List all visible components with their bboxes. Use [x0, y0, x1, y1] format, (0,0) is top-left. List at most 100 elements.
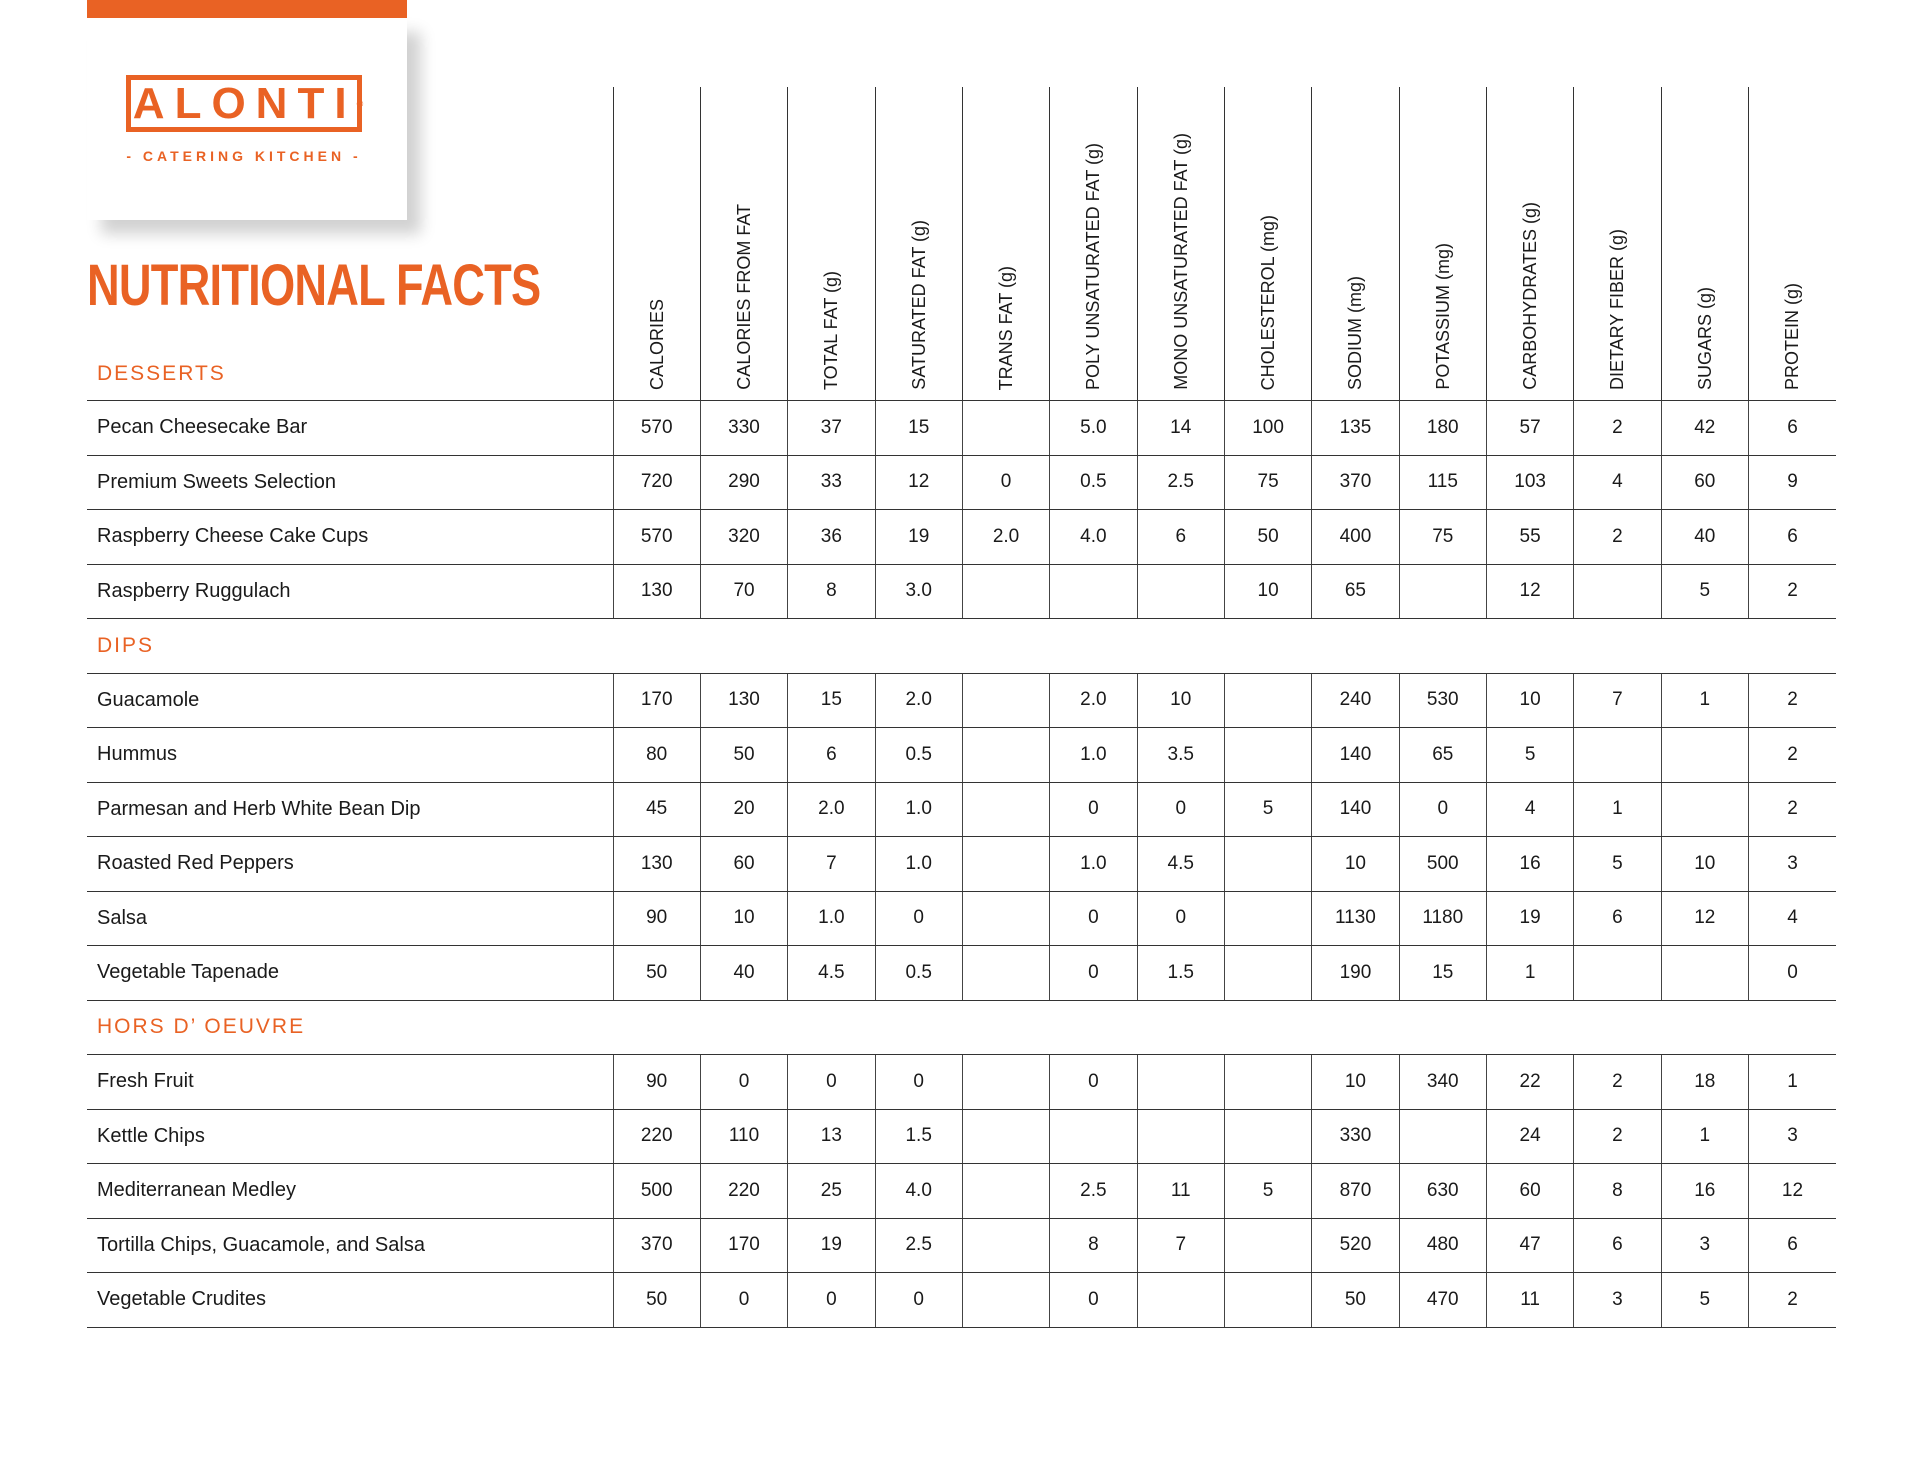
cell-value — [1573, 727, 1662, 783]
cell-value: 25 — [787, 1163, 876, 1219]
cell-value — [961, 563, 1050, 619]
first-section-header: DESSERTS — [87, 87, 613, 401]
column-header-label: TRANS FAT (g) — [996, 265, 1017, 390]
cell-value: 75 — [1223, 454, 1312, 510]
cell-value: 40 — [699, 945, 788, 1001]
cell-value: 330 — [699, 400, 788, 456]
logo-card: ALONTI ® - CATERING KITCHEN - — [87, 18, 407, 220]
column-header: CALORIES FROM FAT — [699, 87, 788, 401]
item-name: Pecan Cheesecake Bar — [87, 400, 613, 456]
cell-value — [1223, 890, 1312, 946]
cell-value: 5 — [1223, 781, 1312, 837]
cell-value — [961, 781, 1050, 837]
table-row: Premium Sweets Selection 720 290 33 12 0 0.5 2.… — [87, 454, 1836, 510]
cell-value: 630 — [1398, 1163, 1487, 1219]
cell-value: 10 — [1223, 563, 1312, 619]
item-name: Premium Sweets Selection — [87, 454, 613, 510]
cell-value: 12 — [874, 454, 963, 510]
cell-value — [961, 1217, 1050, 1273]
cell-value: 135 — [1311, 400, 1400, 456]
cell-value — [1573, 945, 1662, 1001]
column-header: TOTAL FAT (g) — [787, 87, 876, 401]
cell-value: 530 — [1398, 672, 1487, 728]
cell-value: 1180 — [1398, 890, 1487, 946]
cell-value: 2 — [1747, 563, 1836, 619]
cell-value: 50 — [612, 1272, 701, 1328]
cell-value — [1398, 563, 1487, 619]
cell-value — [961, 1108, 1050, 1164]
cell-value: 3.5 — [1136, 727, 1225, 783]
cell-value: 3.0 — [874, 563, 963, 619]
cell-value: 2 — [1573, 1108, 1662, 1164]
table-row: Raspberry Cheese Cake Cups 570 320 36 19 2.0 4… — [87, 509, 1836, 565]
cell-value: 130 — [612, 563, 701, 619]
cell-value: 6 — [1136, 509, 1225, 565]
cell-value: 0 — [874, 1272, 963, 1328]
cell-value: 65 — [1311, 563, 1400, 619]
cell-value: 10 — [1485, 672, 1574, 728]
cell-value — [961, 727, 1050, 783]
column-header-label: TOTAL FAT (g) — [821, 270, 842, 390]
cell-value: 103 — [1485, 454, 1574, 510]
item-name: Kettle Chips — [87, 1108, 613, 1164]
cell-value: 0.5 — [874, 945, 963, 1001]
cell-value: 1.0 — [874, 781, 963, 837]
cell-value: 2.0 — [961, 509, 1050, 565]
cell-value: 1 — [1573, 781, 1662, 837]
cell-value — [961, 945, 1050, 1001]
column-header-label: PROTEIN (g) — [1782, 282, 1803, 390]
cell-value: 3 — [1747, 836, 1836, 892]
column-header: TRANS FAT (g) — [961, 87, 1050, 401]
cell-value: 60 — [699, 836, 788, 892]
item-name: Vegetable Tapenade — [87, 945, 613, 1001]
item-name: Guacamole — [87, 672, 613, 728]
column-header: POTASSIUM (mg) — [1398, 87, 1487, 401]
column-header: SUGARS (g) — [1660, 87, 1749, 401]
item-name: Salsa — [87, 890, 613, 946]
cell-value: 24 — [1485, 1108, 1574, 1164]
cell-value — [961, 1054, 1050, 1110]
cell-value: 130 — [699, 672, 788, 728]
cell-value: 0 — [1049, 945, 1138, 1001]
cell-value: 70 — [699, 563, 788, 619]
cell-value: 0 — [1136, 781, 1225, 837]
cell-value: 370 — [1311, 454, 1400, 510]
cell-value: 2.5 — [1049, 1163, 1138, 1219]
cell-value: 2.0 — [1049, 672, 1138, 728]
column-header-label: CHOLESTEROL (mg) — [1258, 214, 1279, 390]
cell-value: 0 — [874, 1054, 963, 1110]
cell-value: 7 — [1573, 672, 1662, 728]
cell-value — [961, 1272, 1050, 1328]
cell-value: 5 — [1223, 1163, 1312, 1219]
item-name: Raspberry Cheese Cake Cups — [87, 509, 613, 565]
cell-value: 42 — [1660, 400, 1749, 456]
cell-value — [1223, 672, 1312, 728]
cell-value: 4 — [1573, 454, 1662, 510]
cell-value: 12 — [1660, 890, 1749, 946]
column-header-label: DIETARY FIBER (g) — [1607, 228, 1628, 390]
section-title: DESSERTS — [97, 362, 226, 385]
cell-value: 19 — [787, 1217, 876, 1273]
cell-value — [1573, 563, 1662, 619]
column-header-label: CALORIES FROM FAT — [734, 204, 755, 390]
cell-value: 1.0 — [1049, 727, 1138, 783]
column-header: POLY UNSATURATED FAT (g) — [1049, 87, 1138, 401]
cell-value — [1049, 563, 1138, 619]
cell-value: 170 — [612, 672, 701, 728]
cell-value: 0 — [699, 1272, 788, 1328]
section-row: DIPS — [87, 619, 1836, 674]
cell-value: 7 — [787, 836, 876, 892]
cell-value — [1223, 1054, 1312, 1110]
table-row: Fresh Fruit 90 0 0 0 0 10 340 22 2 18 1 — [87, 1054, 1836, 1110]
cell-value: 1 — [1660, 672, 1749, 728]
column-header-label: POTASSIUM (mg) — [1432, 243, 1453, 390]
column-header-label: CALORIES — [646, 298, 667, 390]
cell-value: 400 — [1311, 509, 1400, 565]
logo-tagline: - CATERING KITCHEN - — [126, 148, 362, 164]
cell-value: 2.5 — [1136, 454, 1225, 510]
logo-brand: ALONTI — [132, 78, 357, 128]
cell-value: 60 — [1485, 1163, 1574, 1219]
cell-value: 3 — [1747, 1108, 1836, 1164]
cell-value — [1660, 727, 1749, 783]
cell-value: 4 — [1747, 890, 1836, 946]
